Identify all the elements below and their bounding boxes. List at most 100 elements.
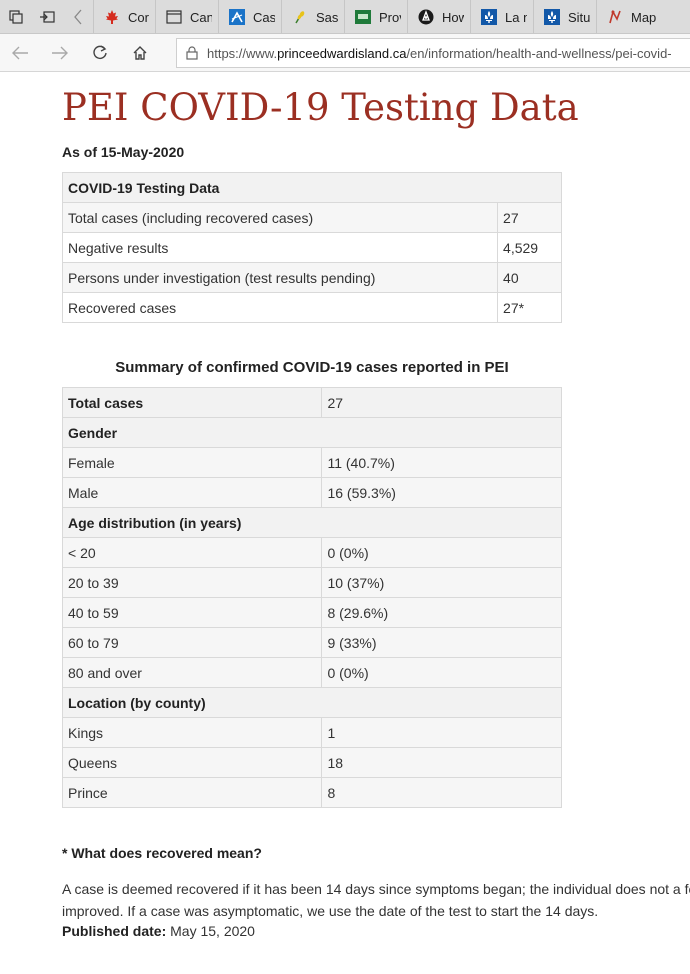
browser-tab-4[interactable]: Sask <box>281 0 344 33</box>
row-label: 40 to 59 <box>61 597 323 628</box>
row-value: 0 (0%) <box>321 657 562 688</box>
page-icon <box>166 9 182 25</box>
row-value: 40 <box>497 262 562 293</box>
table-row: 80 and over 0 (0%) <box>61 657 562 688</box>
testing-table-header: COVID-19 Testing Data <box>62 172 562 203</box>
refresh-icon <box>93 44 107 59</box>
tab-label: Case <box>253 9 275 25</box>
wheat-icon <box>292 9 308 25</box>
row-label: Female <box>61 447 323 478</box>
row-value: 11 (40.7%) <box>321 447 562 478</box>
row-label: Total cases (including recovered cases) <box>61 202 499 233</box>
ontario-trillium-icon <box>418 9 434 25</box>
table-row: Recovered cases 27* <box>61 292 562 323</box>
table-row: 20 to 39 10 (37%) <box>61 567 562 598</box>
page-title: PEI COVID-19 Testing Data <box>62 86 579 129</box>
published-date: Published date: May 15, 2020 <box>62 923 255 939</box>
tab-label: Sask <box>316 9 338 25</box>
lock-icon <box>177 46 207 60</box>
row-label: 60 to 79 <box>61 627 323 658</box>
table-row: Kings 1 <box>61 717 562 748</box>
row-value: 16 (59.3%) <box>321 477 562 508</box>
table-row: Persons under investigation (test result… <box>61 262 562 293</box>
browser-tab-7[interactable]: La m <box>470 0 533 33</box>
home-icon <box>133 45 147 60</box>
row-value: 0 (0%) <box>321 537 562 568</box>
table-row: Male 16 (59.3%) <box>61 477 562 508</box>
url-host: princeedwardisland.ca <box>277 45 407 61</box>
row-value: 18 <box>321 747 562 778</box>
summary-caption: Summary of confirmed COVID-19 cases repo… <box>115 359 509 376</box>
row-label: Prince <box>61 777 323 808</box>
back-arrow-icon <box>12 46 28 59</box>
tab-label: Coro <box>128 9 149 25</box>
table-row: Total cases (including recovered cases) … <box>61 202 562 233</box>
row-label: 80 and over <box>61 657 323 688</box>
tab-strip: Coro Can Case Sask Prov How La m <box>0 0 690 34</box>
table-row: Female 11 (40.7%) <box>61 447 562 478</box>
row-label: Recovered cases <box>61 292 499 323</box>
table-row: Prince 8 <box>61 777 562 808</box>
row-value: 4,529 <box>497 232 562 263</box>
scroll-tabs-left-icon[interactable] <box>62 0 93 33</box>
tab-manager-icon[interactable] <box>0 0 31 33</box>
browser-tab-3[interactable]: Case <box>218 0 281 33</box>
url-path: /en/information/health-and-wellness/pei-… <box>406 45 672 61</box>
row-value: 8 (29.6%) <box>321 597 562 628</box>
row-value: 9 (33%) <box>321 627 562 658</box>
refresh-button[interactable] <box>80 34 120 72</box>
footnote-line-2: improved. If a case was asymptomatic, we… <box>62 903 599 919</box>
tab-label: How <box>442 9 464 25</box>
url-prefix: https://www. <box>207 45 278 61</box>
total-cases-label: Total cases <box>61 387 323 418</box>
browser-tab-1[interactable]: Coro <box>93 0 155 33</box>
tab-label: Situ <box>568 9 590 25</box>
browser-tab-9[interactable]: Map <box>596 0 666 33</box>
footnote-answer: A case is deemed recovered if it has bee… <box>62 878 690 922</box>
row-value: 27 <box>497 202 562 233</box>
back-button[interactable] <box>0 34 40 72</box>
table-row: 40 to 59 8 (29.6%) <box>61 597 562 628</box>
maple-leaf-icon <box>104 9 120 25</box>
summary-table: Total cases 27 Gender Female 11 (40.7%) … <box>61 387 562 808</box>
table-row: 60 to 79 9 (33%) <box>61 627 562 658</box>
tab-label: Prov <box>379 9 401 25</box>
gender-heading: Gender <box>62 417 562 448</box>
total-cases-value: 27 <box>321 387 562 418</box>
quebec-fleur-icon <box>481 9 497 25</box>
row-label: Queens <box>61 747 323 778</box>
row-label: Persons under investigation (test result… <box>61 262 499 293</box>
arrow-chart-icon <box>229 9 245 25</box>
row-value: 10 (37%) <box>321 567 562 598</box>
row-label: Negative results <box>61 232 499 263</box>
row-label: Male <box>61 477 323 508</box>
tab-label: Can <box>190 9 212 25</box>
location-heading: Location (by county) <box>62 687 562 718</box>
navigation-bar: https://www. princeedwardisland.ca/en/inf… <box>0 34 690 72</box>
age-heading: Age distribution (in years) <box>62 507 562 538</box>
map-pin-icon <box>607 9 623 25</box>
set-tabs-aside-icon[interactable] <box>31 0 62 33</box>
forward-arrow-icon <box>52 46 68 59</box>
as-of-date: As of 15-May-2020 <box>62 144 185 160</box>
address-bar[interactable]: https://www. princeedwardisland.ca/en/inf… <box>176 38 690 68</box>
table-row: Negative results 4,529 <box>61 232 562 263</box>
browser-tab-5[interactable]: Prov <box>344 0 407 33</box>
published-value: May 15, 2020 <box>170 923 255 939</box>
testing-data-table: COVID-19 Testing Data Total cases (inclu… <box>61 172 562 323</box>
row-value: 27* <box>497 292 562 323</box>
footnote-line-1: A case is deemed recovered if it has bee… <box>62 881 690 897</box>
row-value: 8 <box>321 777 562 808</box>
row-label: < 20 <box>61 537 323 568</box>
row-label: Kings <box>61 717 323 748</box>
browser-tab-8[interactable]: Situ <box>533 0 596 33</box>
row-label: 20 to 39 <box>61 567 323 598</box>
browser-tab-6[interactable]: How <box>407 0 470 33</box>
forward-button[interactable] <box>40 34 80 72</box>
table-row: Queens 18 <box>61 747 562 778</box>
table-row: < 20 0 (0%) <box>61 537 562 568</box>
tab-label: Map <box>631 9 657 25</box>
tab-label: La m <box>505 9 527 25</box>
home-button[interactable] <box>120 34 160 72</box>
browser-tab-2[interactable]: Can <box>155 0 218 33</box>
